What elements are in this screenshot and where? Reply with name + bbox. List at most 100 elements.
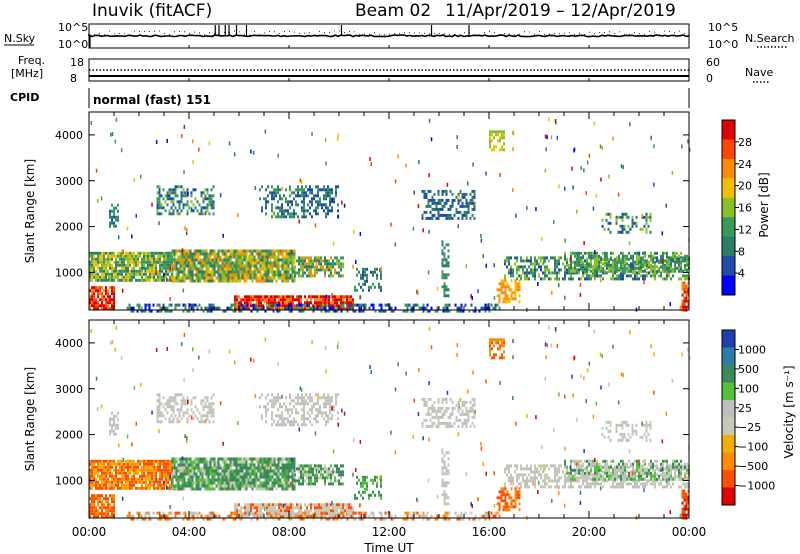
echo-cell	[648, 265, 650, 269]
echo-cell	[354, 493, 356, 497]
echo-cell	[265, 252, 268, 256]
echo-cell	[358, 282, 360, 286]
echo-cell	[217, 469, 220, 473]
echo-cell	[325, 203, 327, 207]
echo-cell	[276, 295, 278, 299]
echo-cell	[312, 470, 314, 474]
echo-cell	[259, 457, 262, 461]
echo-cell	[576, 479, 578, 483]
echo-cell	[217, 460, 220, 464]
echo-cell	[159, 465, 161, 469]
echo-cell	[91, 295, 93, 299]
echo-cell	[427, 204, 430, 208]
echo-cell	[101, 304, 103, 308]
echo-cell	[437, 216, 440, 220]
echo-cell	[328, 306, 331, 310]
echo-cell	[89, 471, 91, 475]
echo-cell	[528, 485, 530, 489]
echo-cell	[279, 460, 282, 464]
echo-cell	[609, 215, 612, 219]
echo-cell	[193, 460, 196, 464]
echo-cell	[474, 309, 477, 313]
echo-cell	[253, 457, 256, 461]
echo-cell	[123, 477, 125, 481]
echo-cell	[300, 476, 302, 480]
echo-cell	[259, 478, 262, 482]
echo-cell	[615, 221, 618, 225]
echo-cell	[470, 294, 472, 299]
echo-cell	[133, 477, 135, 481]
echo-cell	[598, 262, 600, 266]
echo-cell	[191, 463, 194, 467]
echo-cell	[193, 273, 196, 277]
echo-cell	[269, 261, 272, 265]
echo-cell	[93, 477, 95, 481]
echo-cell	[364, 478, 366, 482]
echo-cell	[210, 303, 213, 307]
echo-cell	[229, 252, 232, 256]
echo-cell	[316, 476, 318, 480]
echo-cell	[117, 477, 119, 481]
echo-cell	[227, 258, 230, 262]
echo-cell	[221, 457, 224, 461]
echo-cell	[423, 210, 426, 214]
echo-cell	[193, 466, 196, 470]
freq-left-tick-bottom: 8	[70, 72, 77, 85]
echo-cell	[153, 462, 155, 466]
echo-cell	[311, 215, 313, 219]
echo-cell	[207, 481, 210, 485]
echo-cell	[221, 273, 224, 277]
echo-cell	[414, 303, 417, 307]
echo-cell	[113, 477, 115, 481]
echo-cell	[602, 485, 604, 489]
echo-cell	[245, 487, 248, 491]
echo-cell	[189, 258, 192, 262]
echo-cell	[243, 270, 246, 274]
echo-cell	[291, 252, 294, 256]
echo-cell	[330, 295, 332, 299]
echo-cell	[141, 474, 143, 478]
echo-cell	[315, 209, 317, 213]
echo-cell	[686, 254, 688, 258]
echo-cell	[427, 216, 430, 220]
echo-cell	[148, 303, 151, 307]
echo-cell	[113, 483, 115, 487]
echo-cell	[210, 203, 213, 207]
echo-cell	[546, 464, 548, 468]
echo-cell	[197, 460, 200, 464]
echo-cell	[473, 201, 476, 205]
echo-cell	[556, 473, 558, 477]
echo-cell	[135, 278, 137, 282]
echo-cell	[223, 264, 226, 268]
echo-cell	[678, 254, 680, 258]
echo-cell	[191, 460, 194, 464]
echo-cell	[181, 466, 184, 470]
echo-cell	[179, 469, 182, 473]
echo-cell	[512, 297, 515, 301]
echo-cell	[596, 274, 598, 278]
echo-cell	[325, 194, 327, 198]
echo-cell	[291, 258, 294, 262]
echo-cell	[238, 301, 240, 305]
echo-cell	[204, 188, 207, 192]
echo-cell	[255, 478, 258, 482]
echo-cell	[217, 484, 220, 488]
echo-cell	[263, 484, 266, 488]
echo-cell	[169, 462, 171, 466]
echo-cell	[153, 266, 155, 270]
echo-cell	[91, 278, 93, 282]
echo-cell	[291, 270, 294, 274]
echo-cell	[437, 198, 440, 202]
echo-cell	[329, 194, 331, 198]
echo-cell	[622, 269, 624, 273]
echo-cell	[273, 270, 276, 274]
echo-cell	[173, 466, 176, 470]
echo-cell	[162, 206, 165, 210]
echo-cell	[538, 262, 540, 266]
echo-cell	[551, 290, 553, 295]
echo-cell	[566, 479, 568, 483]
echo-cell	[162, 303, 165, 307]
echo-cell	[646, 260, 648, 264]
echo-cell	[397, 154, 399, 159]
echo-cell	[245, 267, 248, 271]
